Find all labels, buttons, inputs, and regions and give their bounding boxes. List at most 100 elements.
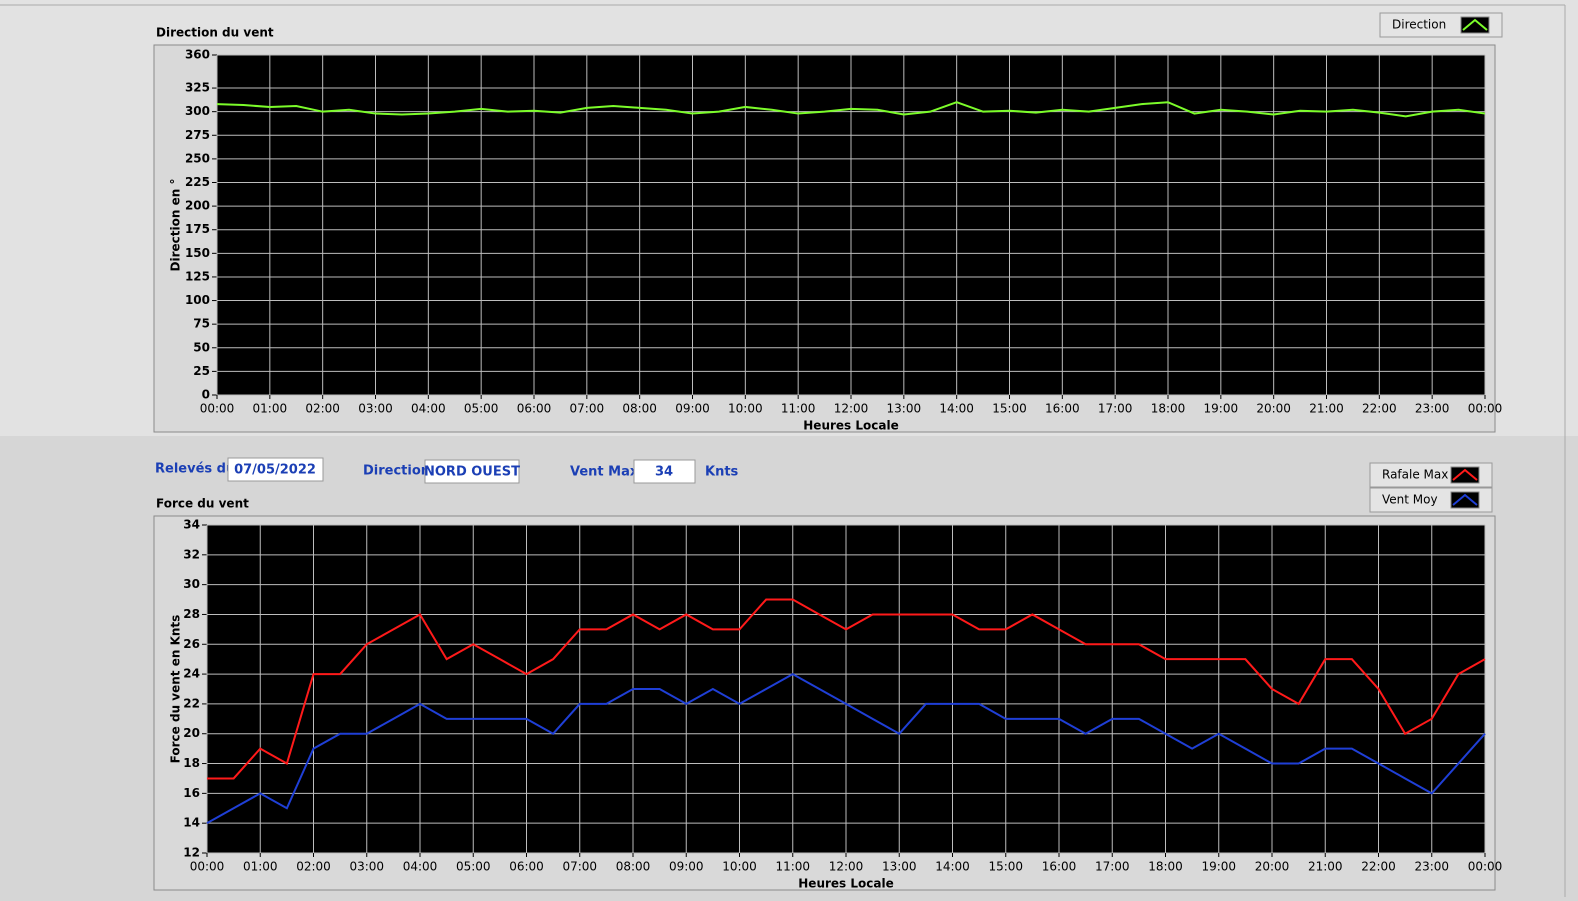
x-axis-label: Heures Locale <box>798 877 893 891</box>
x-tick-label: 16:00 <box>1042 860 1077 874</box>
direction-value: NORD OUEST <box>424 465 520 480</box>
y-tick-label: 32 <box>183 547 200 561</box>
y-tick-label: 275 <box>185 128 210 142</box>
unit: Knts <box>705 465 739 480</box>
x-tick-label: 15:00 <box>988 860 1023 874</box>
x-tick-label: 11:00 <box>775 860 810 874</box>
x-tick-label: 22:00 <box>1361 860 1396 874</box>
y-tick-label: 26 <box>183 637 200 651</box>
legend-swatch-bg <box>1450 491 1480 509</box>
y-axis-label: Direction en ° <box>169 179 183 272</box>
y-tick-label: 12 <box>183 846 200 860</box>
chart-title: Direction du vent <box>156 26 274 40</box>
date-label: Relevés du <box>155 462 235 477</box>
y-tick-label: 75 <box>193 317 210 331</box>
y-tick-label: 0 <box>202 388 210 402</box>
x-tick-label: 06:00 <box>509 860 544 874</box>
legend-swatch-bg <box>1450 466 1480 484</box>
x-tick-label: 08:00 <box>616 860 651 874</box>
x-tick-label: 00:00 <box>200 402 235 416</box>
x-tick-label: 21:00 <box>1308 860 1343 874</box>
x-tick-label: 17:00 <box>1098 402 1133 416</box>
y-tick-label: 325 <box>185 81 210 95</box>
x-tick-label: 04:00 <box>411 402 446 416</box>
x-tick-label: 06:00 <box>517 402 552 416</box>
x-tick-label: 14:00 <box>935 860 970 874</box>
x-tick-label: 00:00 <box>190 860 225 874</box>
y-tick-label: 14 <box>183 816 200 830</box>
x-tick-label: 07:00 <box>570 402 605 416</box>
x-tick-label: 03:00 <box>358 402 393 416</box>
x-axis-label: Heures Locale <box>803 419 898 433</box>
y-tick-label: 125 <box>185 269 210 283</box>
y-tick-label: 50 <box>193 340 210 354</box>
x-tick-label: 00:00 <box>1468 402 1503 416</box>
x-tick-label: 07:00 <box>562 860 597 874</box>
y-tick-label: 16 <box>183 786 200 800</box>
x-tick-label: 12:00 <box>834 402 869 416</box>
y-tick-label: 34 <box>183 518 200 532</box>
x-tick-label: 22:00 <box>1362 402 1397 416</box>
x-tick-label: 10:00 <box>728 402 763 416</box>
legend-swatch-bg <box>1460 16 1490 34</box>
x-tick-label: 01:00 <box>243 860 278 874</box>
x-tick-label: 10:00 <box>722 860 757 874</box>
x-tick-label: 05:00 <box>456 860 491 874</box>
legend-swatch <box>1452 493 1478 506</box>
date-box[interactable] <box>227 457 324 482</box>
y-tick-label: 22 <box>183 696 200 710</box>
y-tick-label: 25 <box>193 364 210 378</box>
x-tick-label: 13:00 <box>887 402 922 416</box>
y-tick-label: 24 <box>183 667 200 681</box>
x-tick-label: 04:00 <box>403 860 438 874</box>
y-axis-label: Force du vent en Knts <box>169 615 183 764</box>
direction-label: Direction <box>363 464 430 479</box>
y-tick-label: 200 <box>185 199 210 213</box>
x-tick-label: 11:00 <box>781 402 816 416</box>
x-tick-label: 23:00 <box>1414 860 1449 874</box>
legend-label: Direction <box>1392 18 1446 32</box>
legend-label: Rafale Max <box>1382 468 1448 482</box>
x-tick-label: 16:00 <box>1045 402 1080 416</box>
legend-swatch <box>1462 18 1488 31</box>
x-tick-label: 01:00 <box>253 402 288 416</box>
x-tick-label: 09:00 <box>669 860 704 874</box>
y-tick-label: 175 <box>185 222 210 236</box>
vent-max-value: 34 <box>655 465 673 480</box>
y-tick-label: 18 <box>183 756 200 770</box>
x-tick-label: 14:00 <box>939 402 974 416</box>
x-tick-label: 20:00 <box>1256 402 1291 416</box>
vent-max-label: Vent Max <box>570 465 639 480</box>
y-tick-label: 360 <box>185 48 210 62</box>
x-tick-label: 21:00 <box>1309 402 1344 416</box>
y-tick-label: 30 <box>183 577 200 591</box>
x-tick-label: 03:00 <box>349 860 384 874</box>
x-tick-label: 12:00 <box>829 860 864 874</box>
y-tick-label: 300 <box>185 104 210 118</box>
x-tick-label: 19:00 <box>1204 402 1239 416</box>
x-tick-label: 09:00 <box>675 402 710 416</box>
x-tick-label: 23:00 <box>1415 402 1450 416</box>
direction-box[interactable] <box>424 459 520 484</box>
series-line <box>216 101 1486 118</box>
y-tick-label: 250 <box>185 151 210 165</box>
x-tick-label: 05:00 <box>464 402 499 416</box>
x-tick-label: 19:00 <box>1201 860 1236 874</box>
x-tick-label: 02:00 <box>296 860 331 874</box>
x-tick-label: 20:00 <box>1255 860 1290 874</box>
x-tick-label: 02:00 <box>305 402 340 416</box>
y-tick-label: 20 <box>183 726 200 740</box>
y-tick-label: 100 <box>185 293 210 307</box>
x-tick-label: 18:00 <box>1148 860 1183 874</box>
x-tick-label: 17:00 <box>1095 860 1130 874</box>
y-tick-label: 150 <box>185 246 210 260</box>
x-tick-label: 08:00 <box>622 402 657 416</box>
x-tick-label: 15:00 <box>992 402 1027 416</box>
vent-max-box[interactable] <box>633 459 696 484</box>
chart-title: Force du vent <box>156 497 249 511</box>
x-tick-label: 13:00 <box>882 860 917 874</box>
series-line <box>206 672 1486 825</box>
x-tick-label: 18:00 <box>1151 402 1186 416</box>
